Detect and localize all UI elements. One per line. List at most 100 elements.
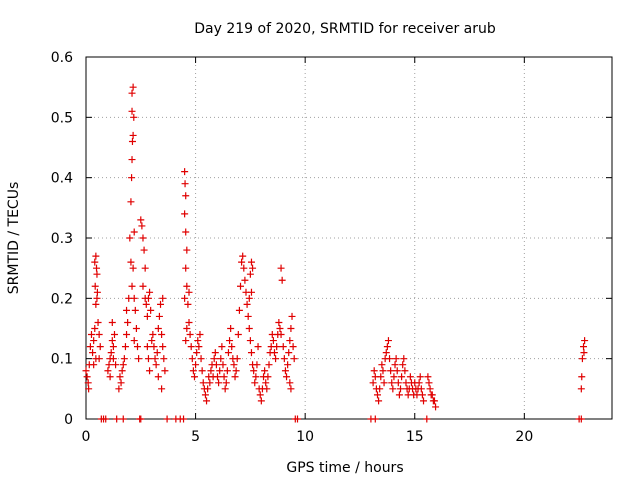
data-point [126,234,134,242]
data-point [424,373,432,381]
data-point [138,222,146,230]
y-tick-label: 0.2 [51,291,73,307]
data-point [217,355,225,363]
data-point [289,343,297,351]
data-point [132,325,140,332]
y-tick-label: 0 [64,412,73,428]
data-point [159,294,167,302]
data-point [219,361,227,369]
data-point [270,349,278,357]
data-point [249,264,257,272]
data-point [383,343,391,351]
data-point [286,379,294,387]
data-point [129,83,137,91]
data-point [190,373,198,381]
data-point [92,300,100,308]
y-tick-label: 0.4 [51,171,73,187]
data-point [90,361,98,369]
data-point [369,379,377,387]
data-point [203,397,211,405]
data-point [238,258,246,266]
data-point [373,391,381,399]
data-point [182,337,190,345]
data-point [91,258,99,266]
data-point [188,355,196,363]
data-point [398,373,406,381]
data-point [184,300,192,308]
data-point [284,361,292,369]
data-point [128,89,136,97]
data-point [143,312,151,320]
data-point [287,325,295,332]
data-point [107,349,115,357]
data-point [388,379,396,387]
data-point [91,325,99,332]
data-point [417,385,425,393]
data-point [89,349,97,357]
data-point [391,361,399,369]
data-point [152,361,160,369]
data-point [245,325,253,332]
data-point [279,343,287,351]
data-point [130,113,138,121]
data-point [286,337,294,345]
data-point [146,367,154,375]
x-axis-label: GPS time / hours [286,460,403,476]
data-point [247,349,255,357]
data-point [277,331,285,339]
data-point [375,397,383,405]
data-point [415,379,423,387]
data-point [92,252,100,260]
data-point [181,294,189,302]
data-point [146,288,154,296]
data-point [113,415,121,423]
data-point [154,325,162,332]
data-point [247,258,255,266]
data-point [204,385,212,393]
data-point [265,361,273,369]
data-point [378,361,386,369]
data-point [142,300,150,308]
data-point [130,337,138,345]
data-point [158,331,166,339]
data-point [377,373,385,381]
data-point [276,325,284,332]
data-point [290,355,298,363]
data-point [371,415,379,423]
data-point [212,361,220,369]
y-tick-label: 0.3 [51,231,73,247]
data-point [130,228,138,236]
data-point [93,270,101,278]
data-point [379,367,387,375]
data-point [196,331,204,339]
data-point [216,367,224,375]
data-point [430,397,438,405]
data-point [246,270,254,278]
data-point [432,403,440,411]
data-point [109,355,117,363]
data-point [127,198,135,206]
x-tick-label: 5 [191,429,200,445]
data-point [121,343,129,351]
data-point [207,367,215,375]
data-point [245,294,253,302]
y-tick-label: 0.1 [51,352,73,368]
data-point [224,349,232,357]
data-point [104,367,112,375]
data-point [127,258,135,266]
data-point [406,373,414,381]
data-point [182,228,190,236]
data-point [195,343,203,351]
data-point [154,373,162,381]
data-point [153,349,161,357]
data-point [401,367,409,375]
data-point [105,361,113,369]
data-point [181,180,189,188]
data-point [370,367,378,375]
data-point [187,343,195,351]
data-point [123,331,131,339]
data-point [155,312,163,320]
data-point [183,246,191,254]
grid [86,57,612,419]
